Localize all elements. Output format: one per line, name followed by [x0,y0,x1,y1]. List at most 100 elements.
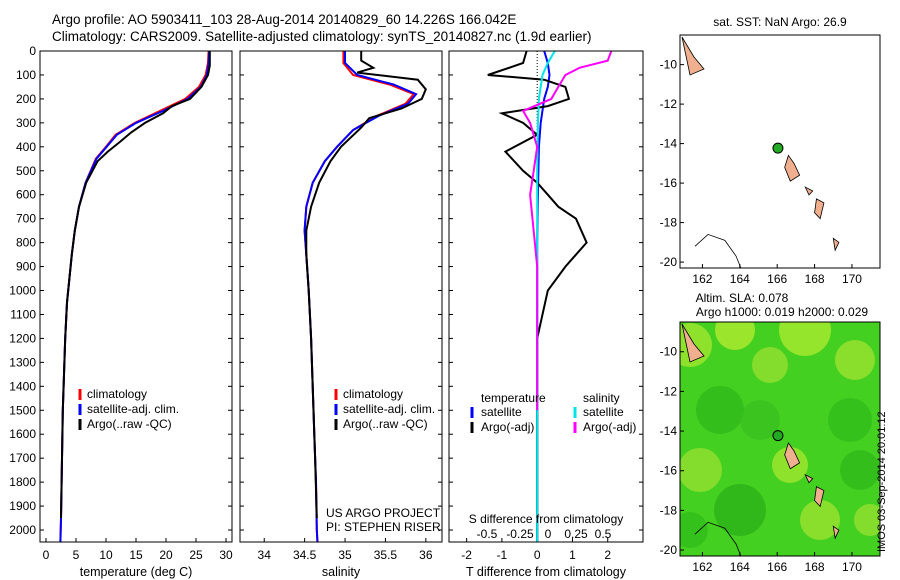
temperature-profile-panel: 0100200300400500600700800900100011001200… [9,44,233,579]
y-tick-label: -14 [660,137,678,151]
y-tick-label: 100 [16,68,36,82]
legend-title-salinity: salinity [583,391,620,405]
y-tick-label: -10 [660,345,678,359]
y-tick-label: -10 [660,58,678,72]
y-tick-label: 1200 [9,331,36,345]
island [832,525,840,540]
x-tick-label: 166 [767,560,787,574]
x-tick-label: 20 [159,548,173,562]
difference-profile-panel: -2 -1 0 1 2 T difference from climatology temp… [448,50,644,579]
secondary-x-tick-label: -0.25 [506,527,534,541]
island [814,485,825,508]
series-line [521,51,613,411]
x-tick-label: -1 [497,548,508,562]
sla-blob [854,504,880,536]
x-tick-label: 5 [73,548,80,562]
x-tick-label: 2 [604,548,611,562]
x-tick-label: 35 [338,548,352,562]
x-axis-label: salinity [322,565,361,579]
sla-blob [696,386,744,434]
sst-map-panel: 162 164 166 168 170 -10 -12 -14 -16 -18 -20 sat. SS… [660,15,881,286]
series-line [59,51,211,542]
secondary-x-axis-label: S difference from climatology [469,512,624,526]
y-tick-label: 1400 [9,379,36,393]
x-tick-label: 164 [730,272,750,286]
sla-title: Altim. SLA: 0.078 [696,291,789,305]
map-frame [679,34,881,269]
y-tick-label: 1700 [9,451,36,465]
y-tick-label: 200 [16,92,36,106]
island [784,154,801,182]
sst-title: sat. SST: NaN Argo: 26.9 [713,15,847,29]
x-tick-label: 35.5 [374,548,398,562]
project-annotation: US ARGO PROJECT [326,506,441,520]
legend-label: Argo(..raw -QC) [87,417,172,431]
x-tick-label: 164 [730,560,750,574]
sla-blob [835,340,875,380]
island [681,36,705,76]
island [784,442,801,470]
y-tick-label: 700 [16,212,36,226]
sla-blob [828,398,872,442]
y-tick-label: 400 [16,140,36,154]
y-tick-label: 1900 [9,499,36,513]
x-tick-label: 170 [842,272,862,286]
x-axis-label: T difference from climatology [466,565,627,579]
sla-blob [680,512,708,548]
x-axis-label: temperature (deg C) [80,565,193,579]
series-line [60,51,211,519]
y-tick-label: 1300 [9,355,36,369]
reef-outline [694,521,742,556]
sla-blob [740,400,780,440]
x-tick-label: 168 [805,560,825,574]
island [804,473,814,484]
y-tick-label: 1100 [10,307,36,321]
x-tick-label: 34.5 [293,548,317,562]
secondary-x-tick-label: 0.25 [564,527,588,541]
x-tick-label: -2 [461,548,472,562]
sla-blob [840,450,880,490]
x-tick-label: 170 [842,560,862,574]
legend-label: satellite [481,405,522,419]
x-tick-label: 166 [767,272,787,286]
axes-frame [448,50,644,543]
island [681,323,705,363]
y-tick-label: 600 [16,188,36,202]
y-tick-label: 900 [16,260,36,274]
y-tick-label: -14 [660,424,678,438]
legend-title-temperature: temperature [481,391,546,405]
sla-blob [680,448,722,492]
secondary-x-tick-label: 0 [545,527,552,541]
y-tick-label: -20 [660,543,678,557]
y-tick-label: -18 [660,216,678,230]
salinity-profile-panel: 34 34.5 35 35.5 36 salinity climatologysatelli… [239,50,443,579]
legend-label: satellite-adj. clim. [87,402,179,416]
x-tick-label: 10 [99,548,113,562]
x-tick-label: 162 [692,272,712,286]
x-tick-label: 30 [219,548,233,562]
y-tick-label: -16 [660,464,678,478]
x-tick-label: 168 [805,272,825,286]
x-tick-label: 36 [419,548,433,562]
series-line [305,51,427,519]
climatology-subtitle: Climatology: CARS2009. Satellite-adjuste… [52,29,592,44]
x-tick-label: 162 [692,560,712,574]
legend-label: satellite-adj. clim. [343,402,435,416]
sla-map-panel: 162 164 166 168 170 -10 -12 -14 -16 -18 -20 Altim. … [660,291,881,574]
x-tick-label: 0 [43,548,50,562]
y-tick-label: 500 [16,164,36,178]
axes-frame [239,50,443,543]
x-tick-label: 34 [258,548,272,562]
y-tick-label: -20 [660,255,678,269]
secondary-x-tick-label: -0.5 [477,527,498,541]
sla-blob [752,347,788,383]
profile-title: Argo profile: AO 5903411_103 28-Aug-2014… [52,12,517,27]
legend-label: climatology [87,387,147,401]
x-tick-label: 15 [129,548,143,562]
sla-blob [779,322,831,356]
reef-outline [694,233,742,268]
y-tick-label: 1000 [9,284,36,298]
argo-location-marker [772,430,784,442]
y-tick-label: 300 [16,116,36,130]
